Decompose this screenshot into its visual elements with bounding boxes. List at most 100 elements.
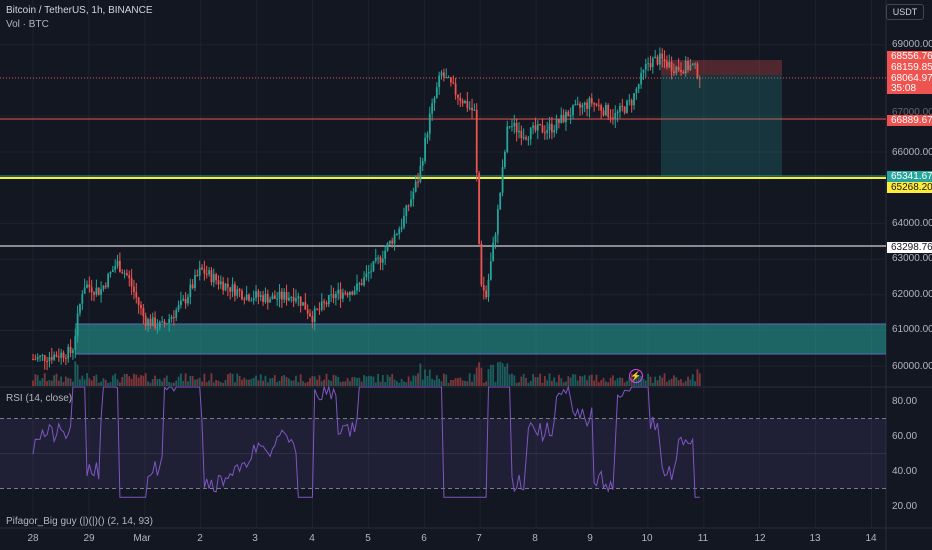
volume-bar (69, 378, 72, 386)
volume-bar (696, 369, 699, 386)
candle-body (691, 63, 694, 66)
candle-body (156, 327, 159, 329)
volume-label[interactable]: Vol · BTC (6, 19, 49, 30)
volume-bar (144, 373, 147, 386)
volume-bar (435, 375, 438, 386)
candle-body (614, 112, 617, 120)
volume-bar (158, 378, 161, 386)
indicator-label[interactable]: Pifagor_Big guy (|)(|)() (2, 14, 93) (6, 516, 153, 527)
volume-bar (684, 380, 687, 386)
candle-body (609, 117, 612, 119)
candle-body (358, 283, 361, 285)
volume-bar (67, 378, 70, 386)
candle-body (421, 161, 424, 166)
volume-bar (520, 376, 523, 386)
candle-body (257, 291, 260, 297)
volume-bar (400, 378, 403, 386)
candle-body (93, 292, 95, 295)
volume-bar (252, 377, 255, 386)
candle-body (515, 122, 518, 133)
candle-body (630, 100, 633, 106)
volume-bar (266, 382, 269, 386)
volume-bar (323, 379, 326, 386)
candle-body (663, 58, 666, 62)
volume-bar (60, 376, 63, 386)
volume-bar (644, 380, 647, 386)
candle-body (302, 302, 304, 306)
time-tick: 13 (809, 533, 821, 544)
symbol-title[interactable]: Bitcoin / TetherUS, 1h, BINANCE (6, 5, 153, 16)
volume-bar (90, 380, 93, 386)
candle-body (431, 103, 434, 114)
volume-bar (442, 373, 445, 386)
candle-body (525, 137, 527, 140)
candle-body (450, 77, 452, 83)
time-tick: Mar (133, 533, 151, 544)
candle-body (330, 294, 333, 296)
volume-bar (501, 363, 504, 386)
candle-body (351, 291, 354, 295)
volume-bar (677, 380, 680, 386)
volume-bar (388, 376, 391, 386)
candle-body (459, 97, 462, 101)
candle-body (670, 62, 673, 72)
candle-body (367, 272, 370, 274)
candle-body (50, 357, 53, 360)
candle-body (379, 257, 382, 263)
candle-body (454, 83, 457, 95)
candle-body (400, 227, 403, 229)
candle-body (583, 102, 586, 106)
volume-bar (123, 373, 126, 386)
candle-body (511, 126, 513, 128)
volume-bar (365, 376, 368, 386)
volume-bar (628, 377, 631, 386)
volume-bar (527, 382, 530, 386)
candle-body (388, 240, 391, 244)
candle-body (100, 289, 102, 295)
candle-body (675, 66, 678, 74)
candle-body (649, 63, 652, 68)
entry-price-label: 68159.85 (887, 62, 932, 73)
volume-bar (621, 377, 624, 386)
volume-bar (508, 374, 511, 386)
volume-bar (372, 376, 375, 386)
candle-body (236, 289, 239, 296)
volume-bar (445, 374, 448, 386)
volume-bar (55, 373, 58, 386)
volume-bar (154, 375, 156, 386)
candle-body (435, 87, 438, 98)
volume-bar (184, 373, 187, 386)
volume-bar (259, 374, 262, 386)
volume-bar (172, 382, 175, 386)
candle-body (327, 294, 330, 305)
volume-bar (410, 381, 412, 386)
candle-body (149, 319, 152, 326)
lightning-icon[interactable]: ⚡ (629, 369, 643, 383)
candle-body (123, 273, 126, 275)
volume-bar (180, 373, 182, 386)
volume-bar (353, 376, 356, 386)
candle-body (39, 355, 41, 358)
volume-bar (130, 378, 133, 386)
rsi-tick: 20.00 (892, 501, 918, 512)
candle-body (553, 130, 556, 133)
volume-bar (210, 373, 213, 386)
candle-body (360, 283, 363, 286)
volume-bar (32, 380, 34, 386)
volume-bar (356, 377, 358, 386)
volume-bar (482, 382, 485, 386)
price-tick: 69000.00 (892, 39, 932, 50)
candle-body (69, 346, 72, 353)
rsi-label[interactable]: RSI (14, close) (6, 393, 73, 404)
volume-bar (57, 380, 60, 386)
candle-body (191, 284, 194, 289)
currency-button[interactable]: USDT (886, 4, 924, 20)
rsi-tick: 60.00 (892, 431, 918, 442)
volume-bar (133, 373, 135, 386)
volume-bar (208, 380, 210, 386)
candle-body (644, 63, 647, 70)
volume-bar (226, 374, 229, 386)
volume-bar (100, 381, 102, 386)
candle-body (442, 72, 445, 78)
